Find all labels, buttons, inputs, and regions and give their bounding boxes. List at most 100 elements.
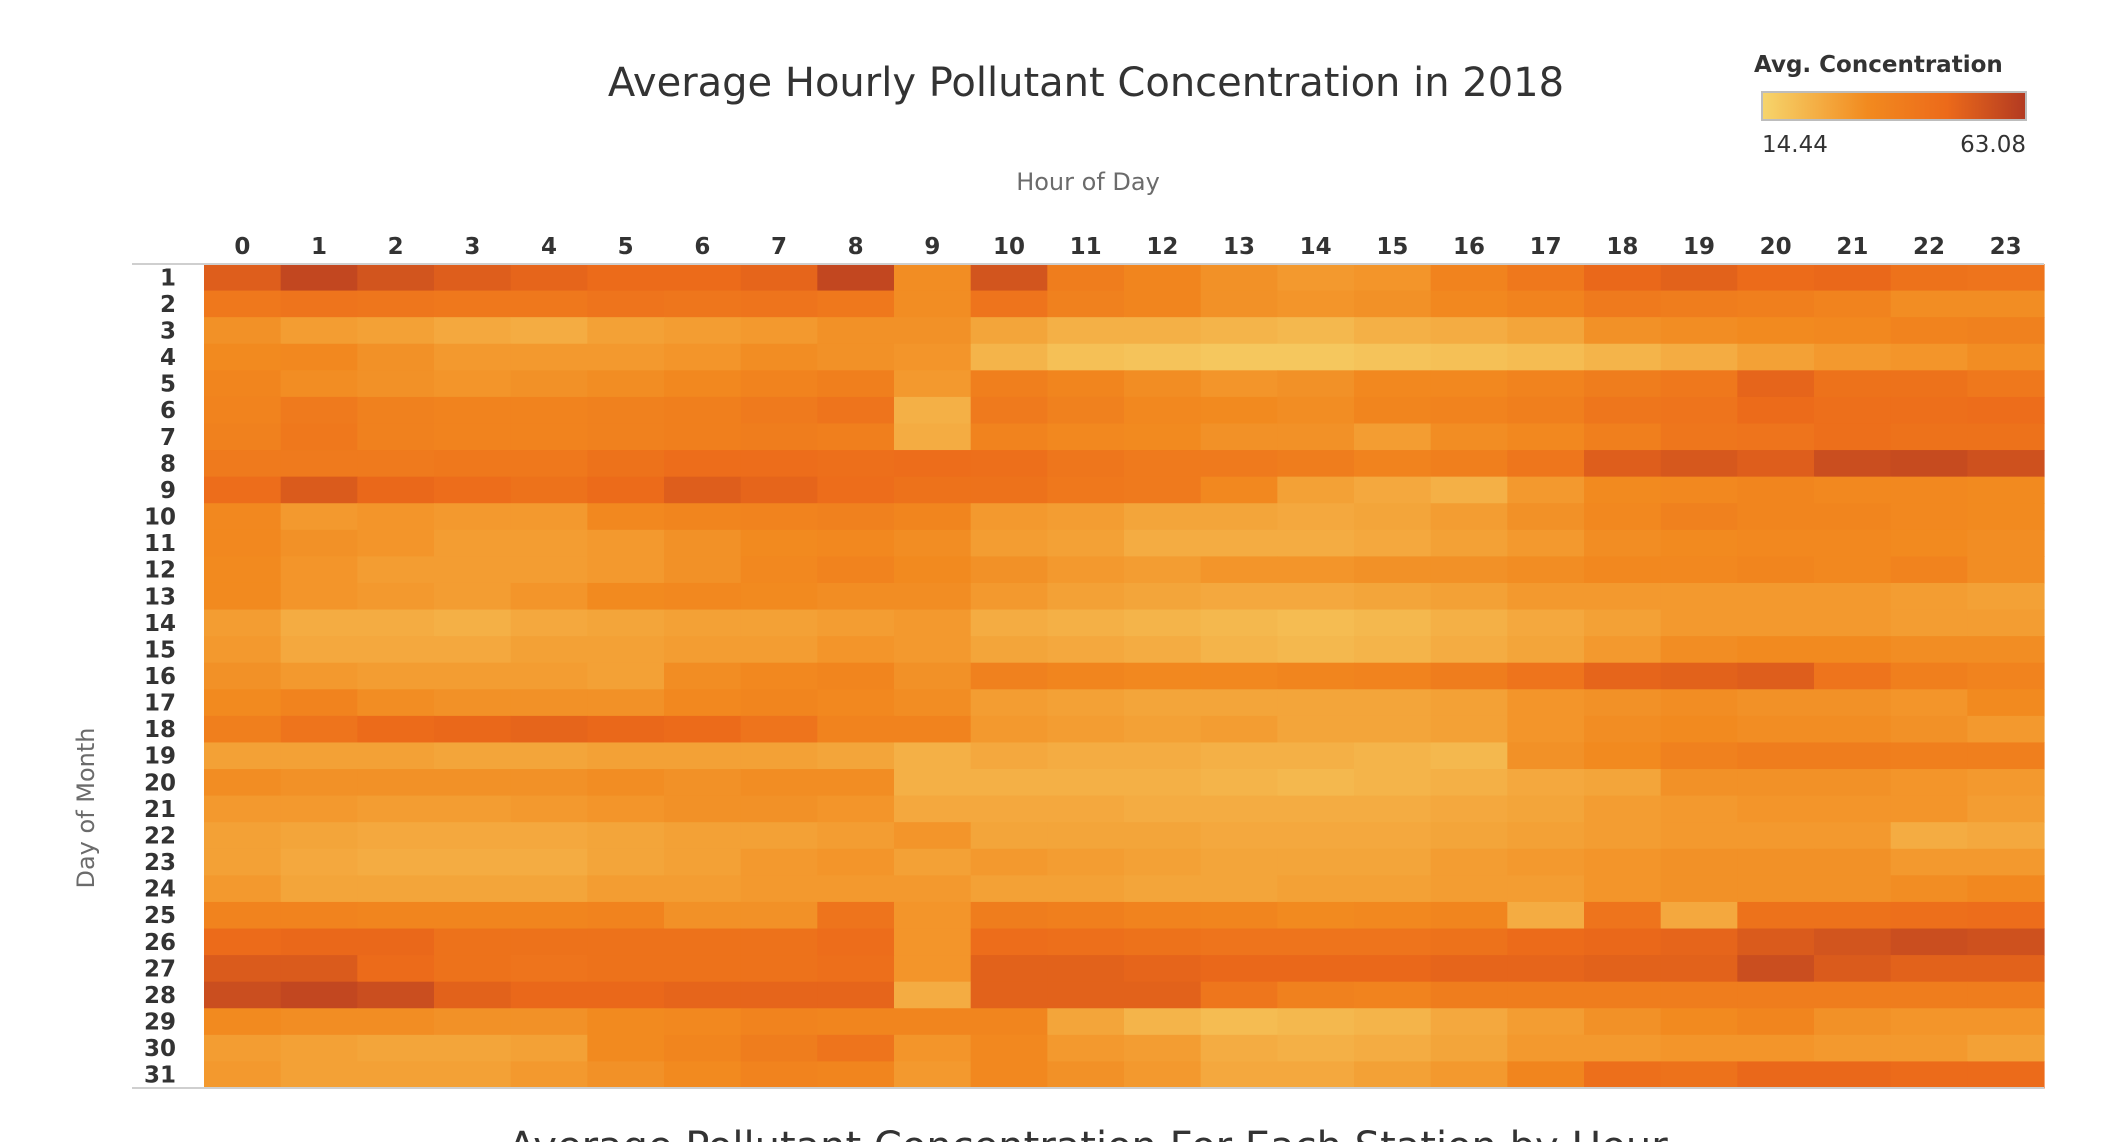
heatmap-cell bbox=[510, 529, 588, 557]
x-tick-label: 6 bbox=[694, 234, 710, 260]
heatmap-cell bbox=[1660, 609, 1738, 637]
heatmap-cell bbox=[280, 662, 358, 690]
heatmap-cell bbox=[1047, 742, 1125, 770]
heatmap-cell bbox=[1660, 981, 1738, 1009]
heatmap-cell bbox=[1967, 636, 2045, 664]
heatmap-cell bbox=[1430, 529, 1508, 557]
heatmap-cell bbox=[1507, 290, 1585, 318]
heatmap-cell bbox=[970, 582, 1048, 611]
heatmap-cell bbox=[510, 423, 588, 451]
heatmap-cell bbox=[1430, 662, 1508, 690]
heatmap-cell bbox=[204, 370, 282, 398]
heatmap-cell bbox=[357, 423, 435, 451]
heatmap-cell bbox=[1200, 582, 1278, 611]
heatmap-cell bbox=[894, 875, 972, 903]
heatmap-cell bbox=[1737, 822, 1815, 850]
heatmap-cell bbox=[1200, 822, 1278, 850]
heatmap-cell bbox=[280, 503, 358, 531]
heatmap-cell bbox=[1967, 423, 2045, 451]
heatmap-cell bbox=[1200, 715, 1278, 744]
heatmap-cell bbox=[204, 1034, 282, 1063]
heatmap-cell bbox=[1047, 476, 1125, 504]
heatmap-cell bbox=[740, 556, 818, 584]
heatmap-cell bbox=[1277, 928, 1355, 956]
heatmap-cell bbox=[357, 343, 435, 371]
heatmap-cell bbox=[1277, 529, 1355, 557]
heatmap-cell bbox=[1277, 1061, 1355, 1089]
heatmap-cell bbox=[1584, 529, 1662, 557]
heatmap-cell bbox=[740, 769, 818, 797]
heatmap-cell bbox=[204, 476, 282, 504]
heatmap-cell bbox=[587, 875, 665, 903]
heatmap-cell bbox=[1814, 662, 1892, 690]
heatmap-cell bbox=[1890, 609, 1968, 637]
heatmap-cell bbox=[740, 662, 818, 690]
heatmap-cell bbox=[970, 636, 1048, 664]
heatmap-cell bbox=[1507, 981, 1585, 1009]
heatmap-cell bbox=[1967, 609, 2045, 637]
heatmap-cell bbox=[1047, 689, 1125, 717]
heatmap-cell bbox=[1967, 370, 2045, 398]
heatmap-cell bbox=[817, 1061, 895, 1089]
heatmap-cell bbox=[894, 848, 972, 876]
heatmap-cell bbox=[204, 662, 282, 690]
heatmap-cell bbox=[204, 981, 282, 1009]
heatmap-cell bbox=[1277, 1034, 1355, 1063]
heatmap-cell bbox=[1660, 503, 1738, 531]
y-tick-label: 27 bbox=[144, 956, 176, 982]
heatmap-cell bbox=[204, 450, 282, 478]
heatmap-cell bbox=[1277, 742, 1355, 770]
heatmap-cell bbox=[1277, 1008, 1355, 1036]
heatmap-cell bbox=[1584, 662, 1662, 690]
heatmap-cell bbox=[1124, 901, 1202, 930]
heatmap-cell bbox=[1737, 317, 1815, 345]
heatmap-cell bbox=[970, 264, 1048, 292]
heatmap-cell bbox=[970, 290, 1048, 318]
heatmap-cell bbox=[894, 928, 972, 956]
heatmap-cell bbox=[1277, 503, 1355, 531]
heatmap-cell bbox=[434, 343, 512, 371]
heatmap-cell bbox=[1047, 556, 1125, 584]
heatmap-cell bbox=[1124, 317, 1202, 345]
heatmap-cell bbox=[510, 715, 588, 744]
heatmap-cell bbox=[1277, 476, 1355, 504]
heatmap-cell bbox=[1354, 848, 1432, 876]
heatmap-cell bbox=[1584, 875, 1662, 903]
heatmap-cell bbox=[204, 955, 282, 983]
heatmap-cell bbox=[1737, 742, 1815, 770]
heatmap-cell bbox=[894, 370, 972, 398]
heatmap-cell bbox=[587, 423, 665, 451]
heatmap-cell bbox=[510, 503, 588, 531]
heatmap-cell bbox=[1890, 423, 1968, 451]
heatmap-cell bbox=[1890, 503, 1968, 531]
heatmap-cell bbox=[1814, 423, 1892, 451]
heatmap-cell bbox=[1814, 503, 1892, 531]
heatmap-cell bbox=[434, 582, 512, 611]
x-tick-label: 20 bbox=[1760, 234, 1792, 260]
heatmap-cell bbox=[1277, 822, 1355, 850]
heatmap-cell bbox=[204, 928, 282, 956]
heatmap-cell bbox=[510, 609, 588, 637]
heatmap-cell bbox=[1430, 609, 1508, 637]
heatmap-cell bbox=[1660, 396, 1738, 425]
heatmap-cell bbox=[817, 1034, 895, 1063]
heatmap-cell bbox=[1737, 609, 1815, 637]
x-tick-label: 19 bbox=[1683, 234, 1715, 260]
heatmap-cell bbox=[280, 955, 358, 983]
heatmap-cell bbox=[280, 1008, 358, 1036]
y-tick-label: 20 bbox=[144, 770, 176, 796]
heatmap-cell bbox=[204, 901, 282, 930]
heatmap-cell bbox=[204, 742, 282, 770]
heatmap-cell bbox=[1967, 875, 2045, 903]
heatmap-cell bbox=[1737, 875, 1815, 903]
heatmap-cell bbox=[1047, 848, 1125, 876]
heatmap-cell bbox=[1430, 370, 1508, 398]
heatmap-cell bbox=[1967, 290, 2045, 318]
heatmap-cell bbox=[970, 955, 1048, 983]
heatmap-cell bbox=[1277, 795, 1355, 823]
heatmap-cell bbox=[1200, 556, 1278, 584]
heatmap-cell bbox=[1277, 662, 1355, 690]
heatmap-cell bbox=[1584, 503, 1662, 531]
heatmap-cell bbox=[587, 582, 665, 611]
